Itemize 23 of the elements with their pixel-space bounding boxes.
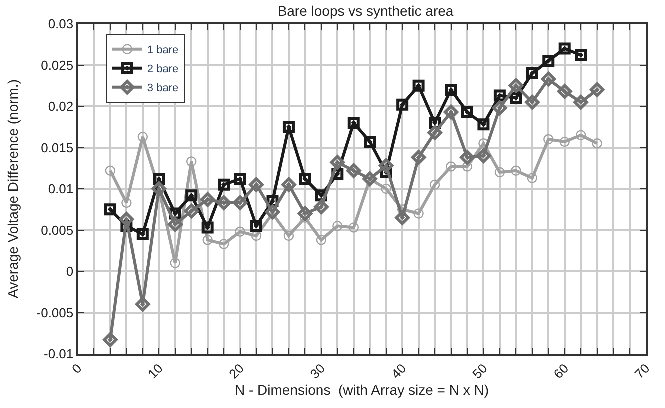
x-tick-label: 10 — [145, 360, 166, 382]
y-tick-label: 0.015 — [41, 140, 74, 156]
legend-label: 2 bare — [147, 64, 179, 76]
x-tick-label: 0 — [68, 360, 85, 377]
y-tick-label: 0.03 — [48, 16, 74, 32]
x-axis-title: N - Dimensions (with Array size = N x N) — [235, 382, 489, 398]
legend-label: 1 bare — [147, 44, 179, 57]
y-axis-title: Average Voltage Difference (norm.) — [4, 80, 21, 298]
y-tick-label: 0.02 — [48, 99, 74, 114]
x-tick-label: 50 — [470, 360, 490, 382]
x-tick-label: 60 — [550, 360, 572, 382]
y-tick-label: 0 — [66, 264, 74, 280]
x-tick-label: 20 — [226, 360, 248, 382]
x-tick-label: 70 — [632, 360, 653, 382]
y-tick-label: -0.005 — [36, 305, 74, 320]
x-tick-label: 40 — [388, 360, 410, 382]
chart-title: Bare loops vs synthetic area — [278, 2, 454, 19]
y-tick-label: 0.025 — [41, 58, 74, 73]
legend-label: 3 bare — [147, 82, 179, 95]
y-tick-label: 0.005 — [41, 222, 74, 238]
x-tick-label: 30 — [307, 360, 328, 382]
y-tick-label: 0.01 — [48, 182, 74, 197]
y-tick-label: -0.01 — [44, 346, 74, 362]
